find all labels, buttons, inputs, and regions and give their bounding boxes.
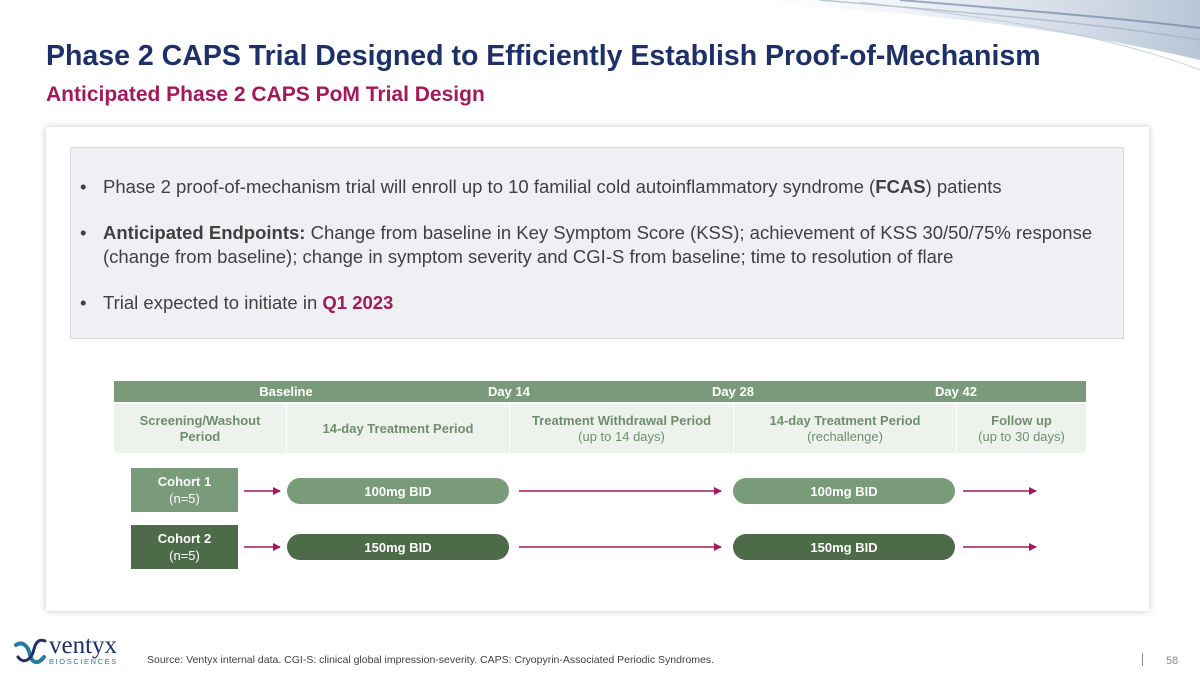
period-withdrawal: Treatment Withdrawal Period (up to 14 da… [509,404,733,453]
period-title: 14-day Treatment Period [769,412,921,428]
timeline-label-day42: Day 42 [935,384,977,399]
bullet-emphasis: FCAS [875,176,926,197]
page-number: 58 [1166,655,1179,667]
cohort-1-label: Cohort 1 (n=5) [131,468,238,512]
bullet-text: ) patients [925,176,1002,197]
bullet-emphasis: Anticipated Endpoints: [103,222,306,243]
bullet-text: Change from baseline in Key Symptom Scor… [103,222,1093,267]
cohort-2-dose-period-2: 150mg BID [733,534,955,560]
period-title: Screening/Washout [139,412,261,428]
page-number-divider [1142,653,1143,666]
cohort-name: Cohort 1 [157,474,212,489]
period-screening: Screening/Washout Period [114,404,286,453]
logo-tagline: BIOSCIENCES [49,657,118,666]
bullet-enrollment: Phase 2 proof-of-mechanism trial will en… [80,175,1120,199]
period-title: Follow up [991,412,1052,428]
cohort-size: (n=5) [169,491,200,506]
timeline-label-day28: Day 28 [712,384,754,399]
period-subtitle: (rechallenge) [807,428,883,444]
bullet-initiation: Trial expected to initiate in Q1 2023 [80,291,1120,315]
timeline-bar: Baseline Day 14 Day 28 Day 42 [114,381,1086,402]
cohort-size: (n=5) [169,548,200,563]
cohort-2-dose-period-1: 150mg BID [287,534,509,560]
period-treatment-2: 14-day Treatment Period (rechallenge) [733,404,956,453]
period-row: Screening/Washout Period 14-day Treatmen… [114,404,1086,453]
period-subtitle: (up to 14 days) [578,428,665,444]
cohort-1-dose-period-2: 100mg BID [733,478,955,504]
cohort-1-dose-period-1: 100mg BID [287,478,509,504]
cohort-name: Cohort 2 [157,531,212,546]
period-title: Treatment Withdrawal Period [531,412,712,428]
bullet-text: Phase 2 proof-of-mechanism trial will en… [103,176,876,197]
bullet-endpoints: Anticipated Endpoints: Change from basel… [80,221,1120,269]
timeline-label-baseline: Baseline [259,384,313,399]
bullet-list: Phase 2 proof-of-mechanism trial will en… [80,175,1120,337]
period-follow-up: Follow up (up to 30 days) [956,404,1086,453]
cohort-2-label: Cohort 2 (n=5) [131,525,238,569]
period-subtitle: (up to 30 days) [978,428,1065,444]
company-logo: ventyx BIOSCIENCES [12,632,124,669]
logo-wordmark: ventyx [49,632,118,659]
period-treatment-1: 14-day Treatment Period [286,404,509,453]
bullet-text: Trial expected to initiate in [103,292,323,313]
ventyx-logo-mark-icon [14,638,47,664]
page-subtitle: Anticipated Phase 2 CAPS PoM Trial Desig… [46,83,485,106]
period-title: 14-day Treatment Period [322,420,474,436]
source-footnote: Source: Ventyx internal data. CGI-S: cli… [147,654,715,666]
period-subtitle: Period [179,428,221,444]
page-title: Phase 2 CAPS Trial Designed to Efficient… [46,40,1041,72]
bullet-date: Q1 2023 [322,292,394,313]
timeline-label-day14: Day 14 [488,384,530,399]
